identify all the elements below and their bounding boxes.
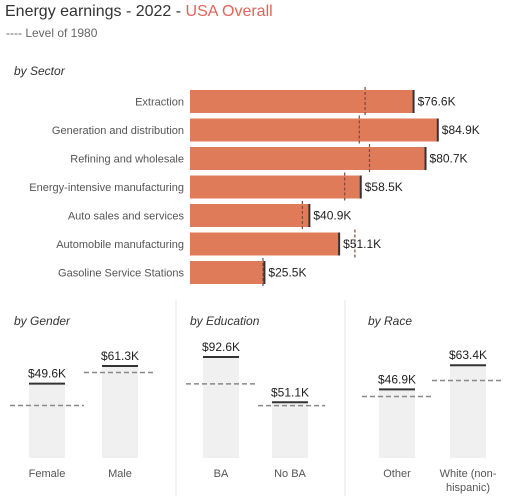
panel-value-label: $61.3K bbox=[101, 349, 139, 363]
sector-value-label: $80.7K bbox=[430, 152, 468, 166]
sector-value-label: $40.9K bbox=[313, 209, 351, 223]
sector-bar bbox=[190, 261, 265, 284]
panel-value-label: $51.1K bbox=[271, 385, 309, 399]
sector-category-label: Refining and wholesale bbox=[70, 154, 184, 166]
panel-bar bbox=[450, 365, 486, 458]
chart-subtitle: ---- Level of 1980 bbox=[6, 26, 98, 40]
panel-value-label: $92.6K bbox=[202, 340, 240, 354]
sector-category-label: Extraction bbox=[135, 97, 184, 109]
panel-category-label: Male bbox=[108, 468, 132, 480]
panel-value-label: $46.9K bbox=[378, 372, 416, 386]
panel-bar bbox=[272, 402, 308, 458]
sector-bar bbox=[190, 118, 438, 142]
panel-bar bbox=[379, 389, 415, 458]
panel-bar bbox=[102, 366, 138, 458]
panel-bar bbox=[29, 383, 65, 458]
panel-category-label: White (non- bbox=[440, 468, 497, 480]
sector-chart: Extraction $76.6K Generation and distribut… bbox=[29, 87, 480, 287]
sector-section-title: by Sector bbox=[14, 64, 65, 78]
sector-value-label: $58.5K bbox=[365, 180, 403, 194]
panel-category-label: Female bbox=[29, 468, 66, 480]
chart-title: Energy earnings - 2022 - USA Overall bbox=[5, 3, 273, 21]
sector-category-label: Generation and distribution bbox=[52, 125, 184, 137]
sector-category-label: Auto sales and services bbox=[68, 211, 185, 223]
panel-category-label: BA bbox=[214, 468, 229, 480]
gender-chart: $49.6K Female $61.3K Male bbox=[10, 349, 156, 480]
sector-value-label: $25.5K bbox=[268, 266, 306, 280]
title-main: Energy earnings - 2022 - bbox=[5, 3, 186, 20]
race-section-title: by Race bbox=[368, 314, 413, 328]
sector-value-label: $51.1K bbox=[343, 237, 381, 251]
sector-category-label: Gasoline Service Stations bbox=[58, 268, 184, 280]
education-section-title: by Education bbox=[190, 314, 260, 328]
panel-value-label: $49.6K bbox=[28, 367, 66, 381]
sector-bar bbox=[190, 204, 310, 227]
sector-bar bbox=[190, 175, 361, 199]
panel-value-label: $63.4K bbox=[449, 348, 487, 362]
sector-value-label: $84.9K bbox=[442, 123, 480, 137]
race-chart: $46.9K Other $63.4K White (non-hispanic) bbox=[362, 348, 504, 494]
panel-category-label: hispanic) bbox=[446, 482, 490, 494]
sector-bar bbox=[190, 232, 340, 256]
education-chart: $92.6K BA $51.1K No BA bbox=[186, 340, 325, 480]
sector-bar bbox=[190, 147, 426, 170]
sector-category-label: Energy-intensive manufacturing bbox=[29, 182, 184, 194]
gender-section-title: by Gender bbox=[14, 314, 71, 328]
sector-category-label: Automobile manufacturing bbox=[56, 239, 184, 251]
panel-category-label: No BA bbox=[274, 468, 306, 480]
sector-value-label: $76.6K bbox=[418, 95, 456, 109]
sector-bar bbox=[190, 90, 414, 113]
panel-bar bbox=[203, 356, 239, 458]
title-accent: USA Overall bbox=[185, 3, 273, 20]
panel-category-label: Other bbox=[383, 468, 411, 480]
